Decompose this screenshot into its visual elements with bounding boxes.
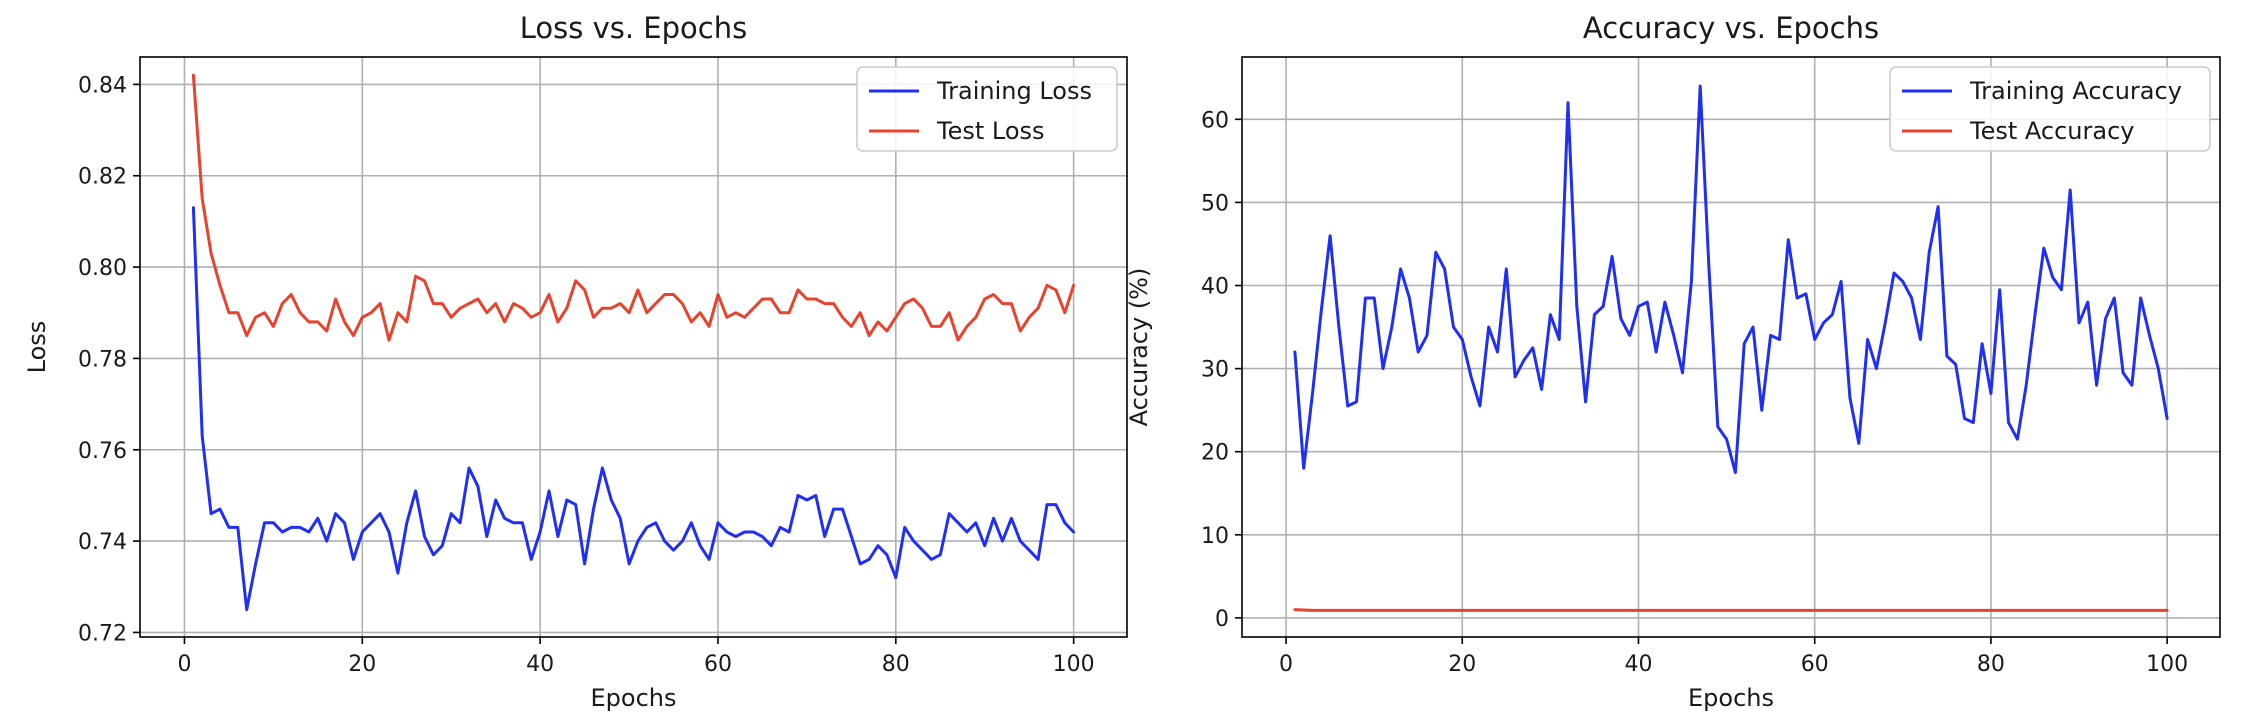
legend-box: [856, 66, 1118, 152]
y-tick-label: 60: [1201, 108, 1229, 133]
plot-frame: [1241, 56, 2221, 638]
legend: Training Accuracy Test Accuracy: [1889, 66, 2211, 152]
x-ticks: 0 20 40 60 80 100: [177, 637, 1095, 677]
y-tick-label: 0.78: [78, 347, 127, 372]
series-line-test-accuracy: [1293, 608, 2169, 612]
series-line-test-loss: [191, 73, 1076, 342]
y-tick-label: 40: [1201, 275, 1229, 300]
y-tick-label: 0.76: [78, 439, 127, 464]
series-lines: [191, 73, 1076, 612]
y-tick-label: 20: [1201, 441, 1229, 466]
y-tick-label: 0.84: [78, 73, 127, 98]
legend-label-training-loss: Training Loss: [936, 77, 1092, 105]
y-tick-label: 0.82: [78, 165, 127, 190]
x-tick-label: 100: [2146, 652, 2188, 677]
x-tick-label: 60: [704, 652, 732, 677]
y-tick-label: 0.74: [78, 530, 127, 555]
x-tick-label: 0: [177, 652, 191, 677]
x-axis-label: Epochs: [1688, 684, 1774, 712]
x-tick-label: 80: [882, 652, 910, 677]
x-ticks: 0 20 40 60 80 100: [1279, 637, 2188, 677]
plot-frame: [139, 56, 1128, 638]
legend-label-test-loss: Test Loss: [936, 117, 1045, 145]
x-tick-label: 20: [1448, 652, 1476, 677]
y-tick-label: 50: [1201, 191, 1229, 216]
y-ticks: 0.72 0.74 0.76 0.78 0.80 0.82 0.84: [78, 73, 140, 646]
chart-title: Loss vs. Epochs: [520, 11, 747, 45]
x-tick-label: 40: [526, 652, 554, 677]
legend-label-training-accuracy: Training Accuracy: [1969, 77, 2182, 105]
chart-title: Accuracy vs. Epochs: [1583, 11, 1879, 45]
x-tick-label: 0: [1279, 652, 1293, 677]
legend: Training Loss Test Loss: [856, 66, 1118, 152]
x-tick-label: 100: [1053, 652, 1095, 677]
y-tick-label: 0: [1215, 607, 1229, 632]
y-ticks: 0 10 20 30 40 50 60: [1201, 108, 1242, 632]
accuracy-chart: Accuracy vs. Epochs Epochs Accuracy (%) …: [1125, 11, 2221, 712]
x-axis-label: Epochs: [591, 684, 677, 712]
x-tick-label: 80: [1977, 652, 2005, 677]
y-axis-label: Loss: [23, 321, 51, 374]
x-tick-label: 20: [348, 652, 376, 677]
series-line-training-loss: [191, 206, 1076, 612]
y-tick-label: 0.72: [78, 621, 127, 646]
series-line-training-accuracy: [1293, 84, 2169, 474]
x-tick-label: 40: [1624, 652, 1652, 677]
y-tick-label: 0.80: [78, 256, 127, 281]
y-axis-label: Accuracy (%): [1125, 268, 1153, 427]
y-tick-label: 10: [1201, 524, 1229, 549]
x-tick-label: 60: [1801, 652, 1829, 677]
loss-chart: Loss vs. Epochs Epochs Loss 0 20 40 60 80 100…: [23, 11, 1128, 712]
series-lines: [1293, 84, 2169, 612]
y-tick-label: 30: [1201, 358, 1229, 383]
grid-lines: [1242, 57, 2220, 637]
legend-label-test-accuracy: Test Accuracy: [1969, 117, 2134, 145]
legend-box: [1889, 66, 2211, 152]
